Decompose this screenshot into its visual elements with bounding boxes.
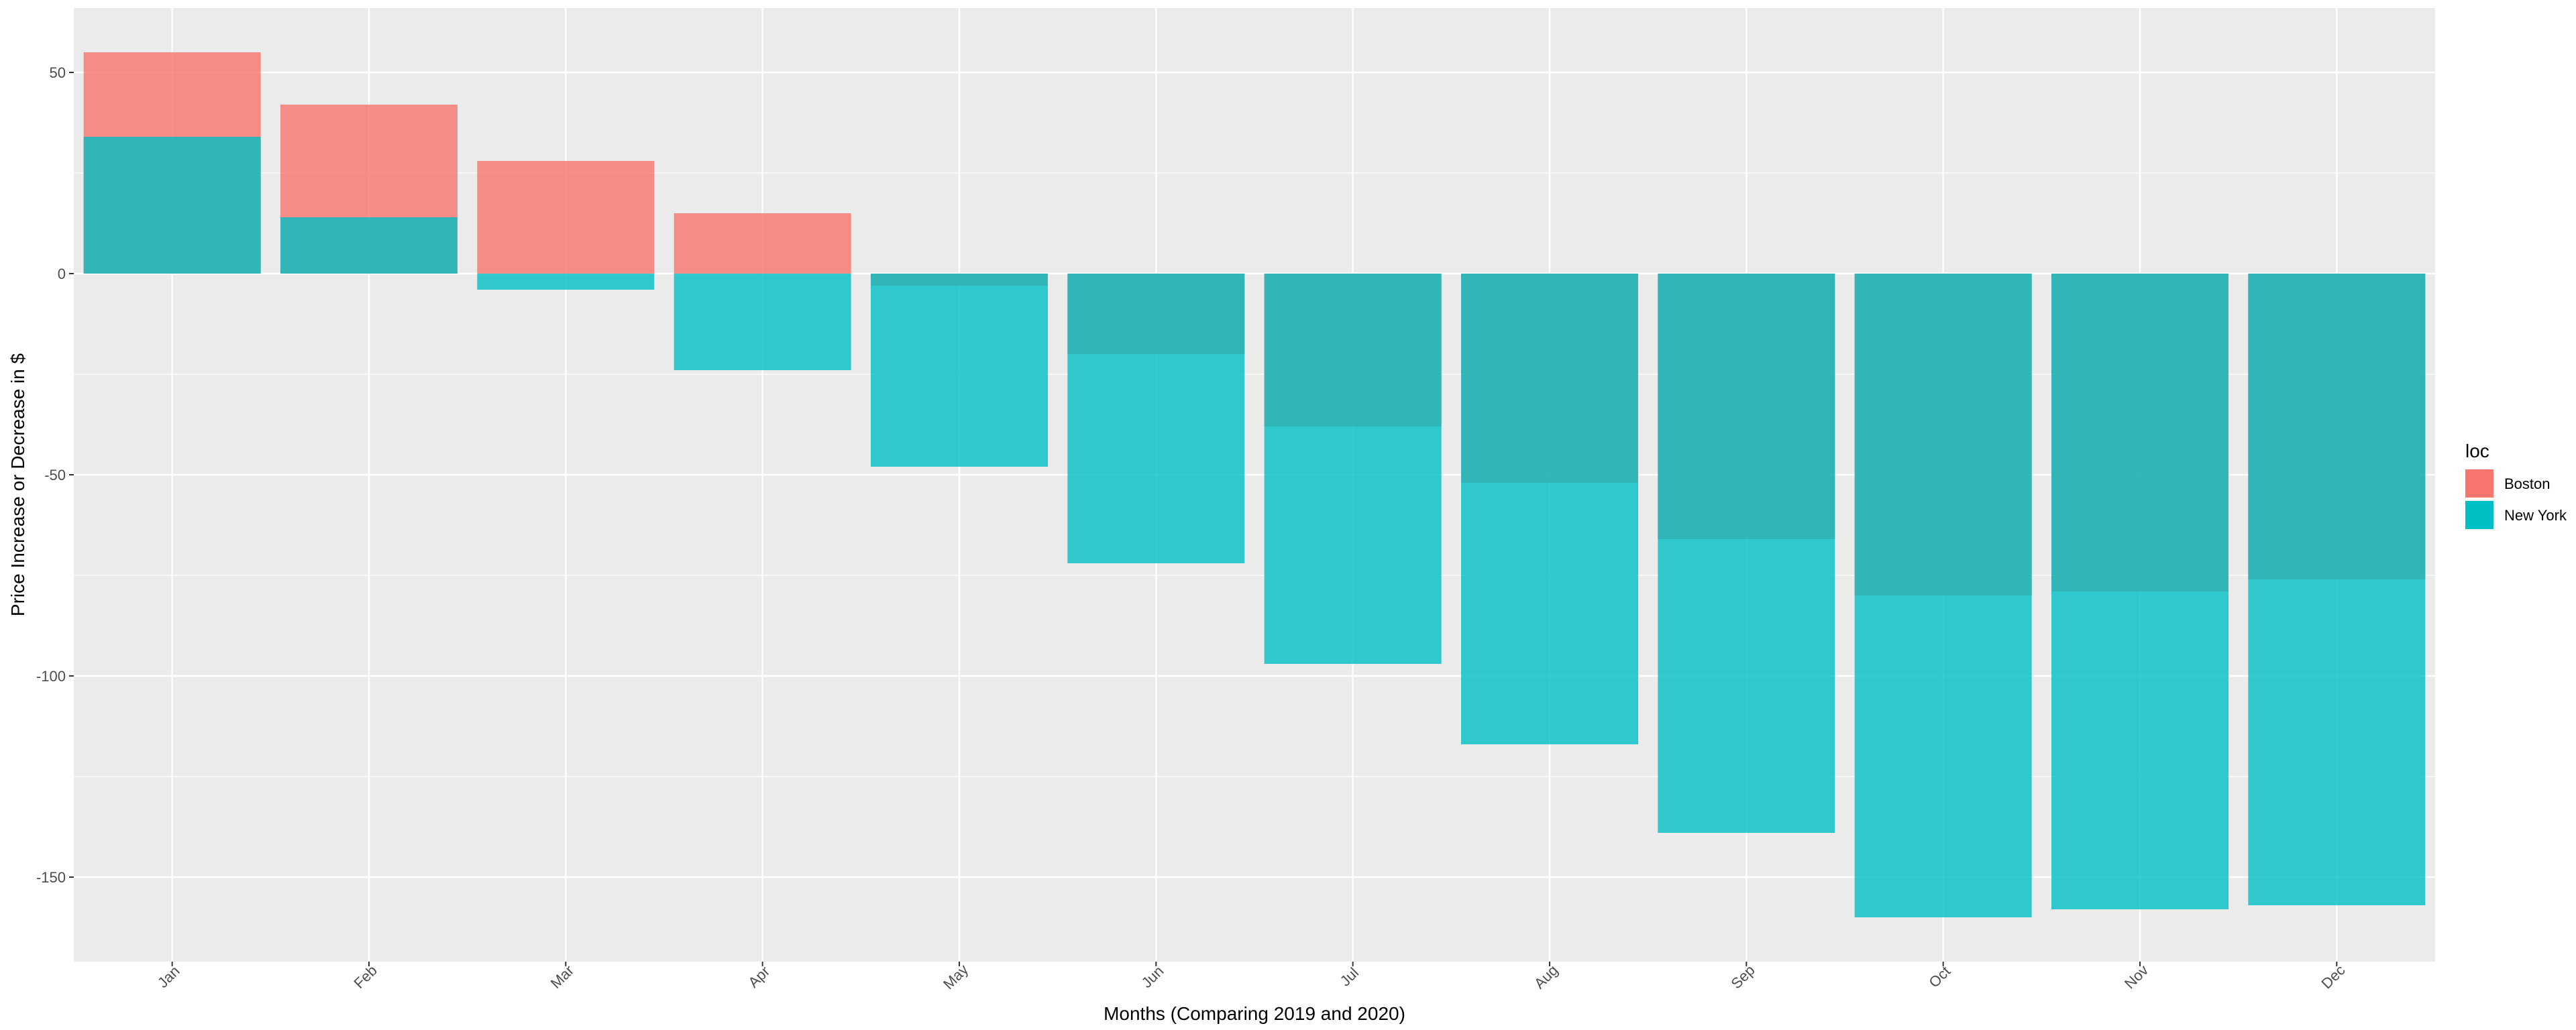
legend: loc Boston New York	[2465, 441, 2567, 529]
bar-new-york-jul	[1264, 274, 1442, 664]
bar-new-york-nov	[2051, 274, 2229, 909]
bar-boston-mar	[477, 161, 655, 274]
bar-new-york-mar	[477, 274, 655, 290]
bar-new-york-sep	[1658, 274, 1835, 833]
y-tick-label: -100	[36, 668, 66, 685]
bar-new-york-oct	[1854, 274, 2032, 917]
legend-title: loc	[2465, 441, 2489, 461]
x-axis: Jan Feb Mar Apr May Jun Jul Aug Sep Oct Nov Dec	[154, 961, 2349, 992]
x-tick-label: Nov	[2121, 962, 2151, 992]
bar-new-york-dec	[2248, 274, 2426, 905]
y-axis-title: Price Increase or Decrease in $	[7, 353, 28, 616]
x-tick-label: Oct	[1925, 963, 1953, 991]
bar-boston-apr	[674, 213, 851, 274]
legend-label-boston: Boston	[2504, 475, 2551, 492]
bar-new-york-feb	[280, 217, 458, 274]
legend-key-new-york	[2465, 501, 2493, 529]
bar-new-york-apr	[674, 274, 851, 370]
x-tick-label: Jan	[154, 962, 183, 991]
y-axis: 50 0 -50 -100 -150	[36, 64, 74, 886]
minor-gridlines	[74, 172, 2435, 777]
y-tick-label: -150	[36, 869, 66, 886]
x-tick-label: Dec	[2318, 962, 2348, 992]
legend-key-boston	[2465, 469, 2493, 498]
x-tick-label: May	[940, 961, 971, 992]
x-axis-title: Months (Comparing 2019 and 2020)	[1104, 1003, 1405, 1024]
y-tick-label: 50	[50, 64, 66, 81]
bar-new-york-aug	[1461, 274, 1638, 744]
legend-label-new-york: New York	[2504, 507, 2567, 524]
bar-new-york-jun	[1067, 274, 1245, 563]
x-tick-label: Aug	[1531, 962, 1561, 992]
x-tick-label: Mar	[547, 962, 577, 991]
bar-new-york-jan	[83, 137, 261, 274]
bar-new-york-may	[871, 274, 1048, 467]
x-tick-label: Jun	[1138, 962, 1167, 991]
plot-panel	[74, 8, 2435, 962]
x-tick-label: Sep	[1727, 962, 1758, 992]
bars-layer	[83, 52, 2426, 917]
x-tick-label: Feb	[350, 962, 380, 991]
y-tick-label: -50	[44, 467, 66, 483]
x-tick-label: Jul	[1337, 964, 1362, 990]
y-tick-label: 0	[58, 266, 66, 282]
x-tick-label: Apr	[745, 963, 773, 991]
